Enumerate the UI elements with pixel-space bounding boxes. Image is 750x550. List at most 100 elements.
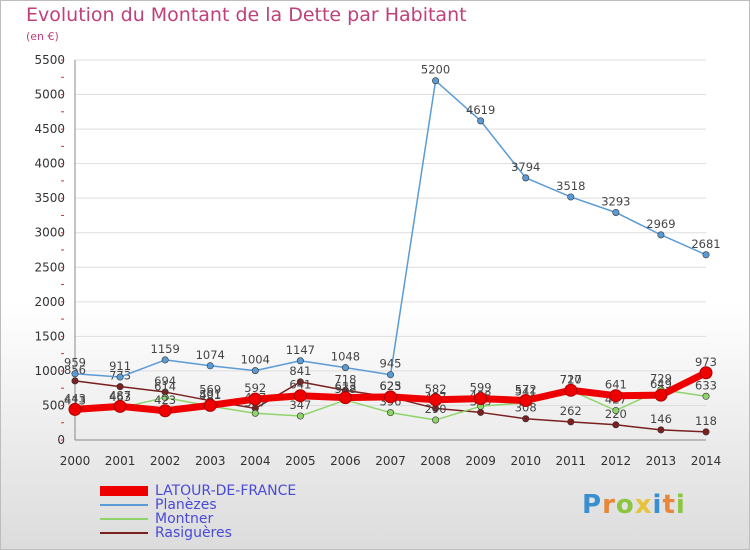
chart-title: Evolution du Montant de la Dette par Hab… [26,4,467,26]
data-point [702,428,710,436]
data-label: 729 [650,372,672,386]
data-label: 599 [470,381,492,395]
data-label: 569 [199,383,221,397]
data-label: 641 [289,378,311,392]
data-point [251,367,259,375]
x-tick-label: 2007 [375,454,406,468]
data-point [432,77,440,85]
data-point [386,409,394,417]
x-tick-label: 2005 [285,454,316,468]
data-point [654,388,668,402]
data-point [612,421,620,429]
data-label: 623 [380,379,402,393]
x-tick-label: 2011 [556,454,587,468]
data-point [158,404,172,418]
legend-swatch [100,504,148,506]
data-label: 423 [154,393,176,407]
y-tick-label: 1500 [34,329,65,343]
data-label: 443 [64,391,86,405]
data-point [161,356,169,364]
y-tick-label: 5000 [34,88,65,102]
logo-letter: t [662,490,676,520]
data-label: 3794 [511,160,540,174]
data-label: 856 [64,363,86,377]
data-label: 718 [334,372,356,386]
data-point [474,392,488,406]
data-point [609,389,623,403]
data-label: 290 [425,402,447,416]
x-tick-label: 2009 [465,454,496,468]
data-label: 413 [64,393,86,407]
data-point [384,390,397,404]
legend-label: Rasiguères [155,525,232,541]
data-label: 592 [244,381,266,395]
x-tick-label: 2002 [150,454,181,468]
data-label: 1159 [151,342,180,356]
data-label: 1048 [331,350,360,364]
data-point [567,193,575,201]
data-label: 146 [650,412,672,426]
x-tick-label: 2012 [601,454,632,468]
data-label: 649 [650,377,672,391]
y-tick-label: 3000 [34,226,65,240]
data-label: 614 [154,380,176,394]
y-tick-label: 4000 [34,157,65,171]
data-point [702,251,710,259]
data-point [567,418,575,426]
data-label: 3518 [556,179,585,193]
legend-label: Planèzes [155,497,217,513]
y-tick-label: 4500 [34,122,65,136]
data-point [251,409,259,417]
data-label: 625 [380,379,402,393]
series-line [74,79,707,378]
data-label: 262 [560,404,582,418]
data-point [657,426,665,434]
data-point [522,174,530,182]
chart-subtitle: (en €) [26,30,59,43]
data-point [116,373,124,381]
data-label: 2681 [691,237,720,251]
data-label: 501 [199,387,221,401]
y-tick-label: 1000 [34,364,65,378]
x-tick-label: 2003 [195,454,226,468]
legend-label: LATOUR-DE-FRANCE [155,483,297,499]
data-point [702,392,710,400]
data-point [71,377,79,385]
data-point [612,208,620,216]
data-label: 1074 [196,348,225,362]
legend-swatch [100,486,148,496]
data-label: 308 [515,401,537,415]
data-point [341,364,349,372]
data-point [248,392,262,406]
logo-letter: i [675,490,686,520]
data-label: 3293 [601,194,630,208]
data-point [699,366,713,380]
data-point [386,371,394,379]
data-point [161,394,169,402]
data-label: 641 [605,378,627,392]
x-tick-label: 2010 [510,454,541,468]
data-label: 613 [334,380,356,394]
data-point [71,370,79,378]
data-point [477,408,485,416]
data-label: 118 [695,414,717,428]
data-label: 717 [560,372,582,386]
data-label: 633 [695,378,717,392]
y-tick-label: 500 [42,398,65,412]
data-point [203,398,217,412]
data-label: 959 [64,356,86,370]
data-label: 720 [560,372,582,386]
logo-letter: P [582,490,603,520]
data-label: 945 [380,357,402,371]
data-point [113,399,127,413]
logo-letter: o [615,490,635,520]
data-point [296,357,304,365]
data-label: 694 [154,374,176,388]
data-label: 5200 [421,63,450,77]
data-label: 578 [334,382,356,396]
y-tick-label: 5500 [34,53,65,67]
x-tick-label: 2014 [691,454,722,468]
data-point [519,393,533,407]
